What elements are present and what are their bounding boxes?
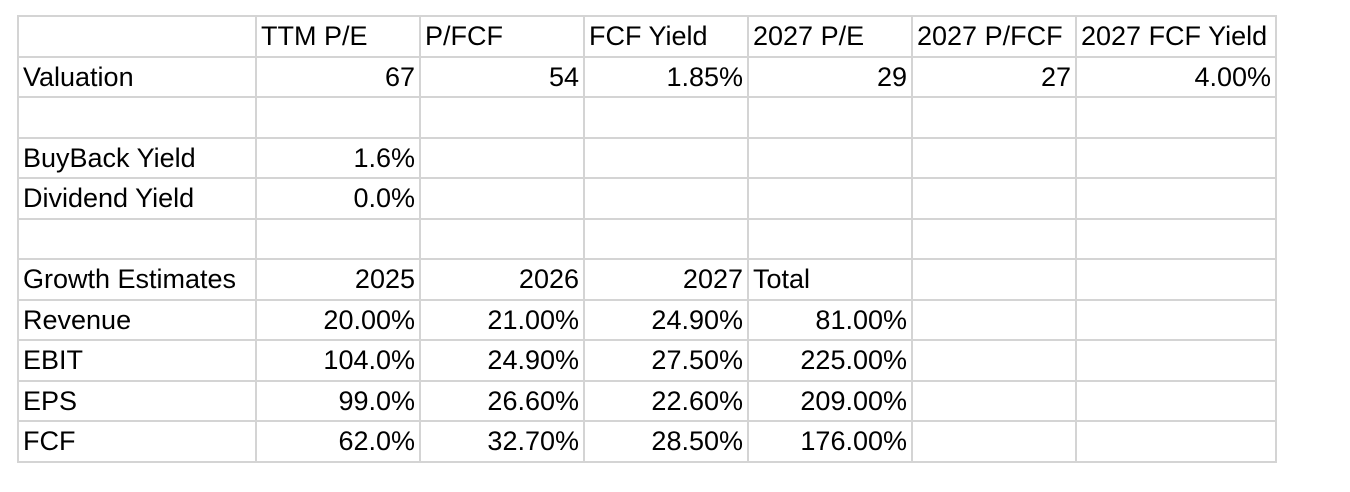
table-cell[interactable]: 62.0% [255, 420, 421, 463]
table-row-growth-estimates: Growth Estimates 2025 2026 2027 Total [17, 258, 1277, 301]
table-cell[interactable]: 67 [255, 55, 421, 98]
table-row-empty [17, 96, 1277, 139]
table-cell[interactable]: 1.6% [255, 136, 421, 179]
table-cell[interactable]: 104.0% [255, 339, 421, 382]
table-cell[interactable]: 1.85% [583, 55, 749, 98]
table-cell[interactable]: 26.60% [419, 379, 585, 422]
table-cell[interactable]: 28.50% [583, 420, 749, 463]
table-cell[interactable]: 2026 [419, 258, 585, 301]
header-cell-p-fcf[interactable]: P/FCF [419, 15, 585, 58]
row-label[interactable]: Growth Estimates [17, 258, 257, 301]
table-row-empty [17, 217, 1277, 260]
table-cell[interactable]: 27.50% [583, 339, 749, 382]
table-row-buyback-yield: BuyBack Yield 1.6% [17, 136, 1277, 179]
table-cell[interactable] [911, 217, 1077, 260]
table-cell[interactable] [911, 258, 1077, 301]
table-cell[interactable]: 24.90% [583, 298, 749, 341]
table-cell[interactable]: 81.00% [747, 298, 913, 341]
table-cell[interactable] [419, 177, 585, 220]
table-cell[interactable]: 209.00% [747, 379, 913, 422]
table-cell[interactable] [1075, 136, 1277, 179]
table-cell[interactable]: 225.00% [747, 339, 913, 382]
table-cell[interactable]: 27 [911, 55, 1077, 98]
table-cell[interactable] [1075, 379, 1277, 422]
row-label[interactable]: Valuation [17, 55, 257, 98]
table-row-ebit: EBIT 104.0% 24.90% 27.50% 225.00% [17, 339, 1277, 382]
table-cell[interactable]: 20.00% [255, 298, 421, 341]
table-cell[interactable] [583, 136, 749, 179]
row-label[interactable]: EPS [17, 379, 257, 422]
table-cell[interactable] [911, 420, 1077, 463]
table-cell[interactable]: 2027 [583, 258, 749, 301]
table-cell[interactable]: 4.00% [1075, 55, 1277, 98]
table-row-fcf: FCF 62.0% 32.70% 28.50% 176.00% [17, 420, 1277, 463]
row-label[interactable] [17, 96, 257, 139]
table-cell[interactable]: 29 [747, 55, 913, 98]
header-cell[interactable] [17, 15, 257, 58]
table-cell[interactable]: 176.00% [747, 420, 913, 463]
table-cell[interactable]: 24.90% [419, 339, 585, 382]
row-label[interactable]: BuyBack Yield [17, 136, 257, 179]
header-row: TTM P/E P/FCF FCF Yield 2027 P/E 2027 P/… [17, 15, 1277, 58]
header-cell-2027-p-fcf[interactable]: 2027 P/FCF [911, 15, 1077, 58]
valuation-spreadsheet: TTM P/E P/FCF FCF Yield 2027 P/E 2027 P/… [17, 15, 1277, 463]
table-cell[interactable]: 22.60% [583, 379, 749, 422]
table-cell[interactable]: 54 [419, 55, 585, 98]
table-cell[interactable] [747, 96, 913, 139]
table-cell[interactable] [1075, 217, 1277, 260]
table-cell[interactable] [911, 96, 1077, 139]
row-label[interactable] [17, 217, 257, 260]
table-cell[interactable] [1075, 420, 1277, 463]
row-label[interactable]: Revenue [17, 298, 257, 341]
table-cell[interactable] [747, 136, 913, 179]
table-row-eps: EPS 99.0% 26.60% 22.60% 209.00% [17, 379, 1277, 422]
table-cell[interactable] [1075, 258, 1277, 301]
table-cell[interactable] [911, 379, 1077, 422]
table-cell[interactable] [419, 217, 585, 260]
table-cell[interactable] [747, 217, 913, 260]
table-cell[interactable]: Total [747, 258, 913, 301]
table-cell[interactable] [1075, 339, 1277, 382]
table-cell[interactable] [911, 136, 1077, 179]
table-cell[interactable] [419, 96, 585, 139]
table-cell[interactable] [583, 96, 749, 139]
table-cell[interactable] [911, 177, 1077, 220]
table-cell[interactable] [911, 298, 1077, 341]
table-cell[interactable] [911, 339, 1077, 382]
table-cell[interactable] [1075, 96, 1277, 139]
table-cell[interactable]: 32.70% [419, 420, 585, 463]
row-label[interactable]: Dividend Yield [17, 177, 257, 220]
table-cell[interactable]: 2025 [255, 258, 421, 301]
table-cell[interactable] [255, 96, 421, 139]
table-cell[interactable] [583, 177, 749, 220]
table-row-revenue: Revenue 20.00% 21.00% 24.90% 81.00% [17, 298, 1277, 341]
header-cell-ttm-pe[interactable]: TTM P/E [255, 15, 421, 58]
table-cell[interactable] [1075, 177, 1277, 220]
header-cell-2027-fcf-yield[interactable]: 2027 FCF Yield [1075, 15, 1277, 58]
table-row-dividend-yield: Dividend Yield 0.0% [17, 177, 1277, 220]
table-cell[interactable] [747, 177, 913, 220]
table-row-valuation: Valuation 67 54 1.85% 29 27 4.00% [17, 55, 1277, 98]
table-cell[interactable]: 0.0% [255, 177, 421, 220]
header-cell-2027-pe[interactable]: 2027 P/E [747, 15, 913, 58]
header-cell-fcf-yield[interactable]: FCF Yield [583, 15, 749, 58]
table-cell[interactable]: 21.00% [419, 298, 585, 341]
table-cell[interactable] [1075, 298, 1277, 341]
table-cell[interactable] [583, 217, 749, 260]
table-cell[interactable] [419, 136, 585, 179]
table-cell[interactable] [255, 217, 421, 260]
table-cell[interactable]: 99.0% [255, 379, 421, 422]
row-label[interactable]: FCF [17, 420, 257, 463]
row-label[interactable]: EBIT [17, 339, 257, 382]
